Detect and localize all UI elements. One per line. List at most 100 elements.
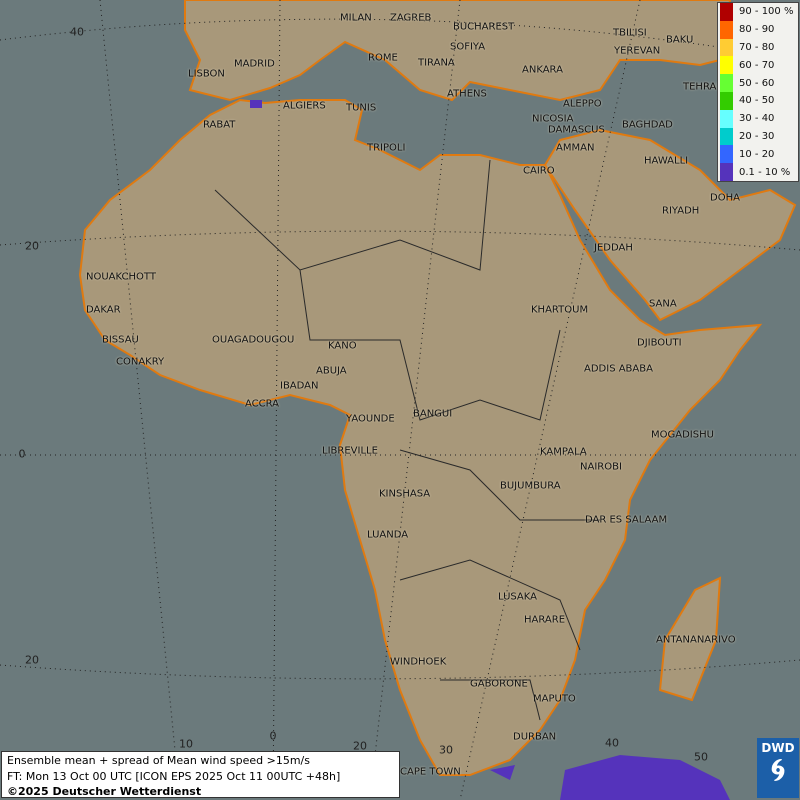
city-label: SOFIYA — [450, 41, 486, 53]
city-label: MAPUTO — [533, 693, 576, 705]
city-label: BUCHAREST — [453, 21, 515, 33]
city-label: TEHRAN — [683, 81, 724, 93]
legend-label: 80 - 90 — [739, 24, 775, 36]
city-label: RABAT — [203, 119, 236, 131]
legend-item: 20 - 30 — [718, 127, 798, 146]
city-label: YEREVAN — [614, 45, 661, 57]
city-label: KHARTOUM — [531, 304, 589, 316]
city-label: KANO — [328, 340, 357, 352]
city-label: ANKARA — [522, 64, 563, 76]
city-label: LUANDA — [367, 529, 409, 541]
legend-label: 0.1 - 10 % — [739, 166, 791, 178]
city-label: ANTANANARIVO — [656, 634, 736, 646]
longitude-label: 40 — [605, 736, 619, 750]
city-label: LIBREVILLE — [322, 445, 378, 457]
city-label: ABUJA — [316, 365, 347, 377]
city-label: JEDDAH — [594, 242, 633, 254]
legend-swatch — [720, 3, 733, 21]
city-label: CAIRO — [523, 165, 555, 177]
city-label: TBILISI — [613, 27, 647, 39]
info-box: Ensemble mean + spread of Mean wind spee… — [1, 751, 400, 798]
city-label: CAPE TOWN — [400, 766, 461, 778]
city-label: BAKU — [666, 34, 694, 46]
legend-swatch — [720, 74, 733, 92]
city-label: TIRANA — [418, 57, 455, 69]
longitude-label: 0 — [269, 729, 277, 743]
city-label: TUNIS — [346, 102, 377, 114]
legend-label: 10 - 20 — [739, 148, 775, 160]
city-label: LISBON — [188, 68, 225, 80]
city-label: LUSAKA — [498, 591, 537, 603]
city-label: HARARE — [524, 614, 566, 626]
legend-item: 0.1 - 10 % — [718, 163, 798, 181]
city-label: HAWALLI — [644, 155, 689, 167]
latitude-label: 20 — [25, 653, 39, 667]
city-label: WINDHOEK — [390, 656, 447, 668]
city-label: DJIBOUTI — [637, 337, 682, 349]
latitude-label: 20 — [25, 239, 39, 253]
legend-item: 30 - 40 — [718, 109, 798, 128]
city-label: AMMAN — [556, 142, 595, 154]
product-title: Ensemble mean + spread of Mean wind spee… — [7, 754, 310, 767]
city-label: YAOUNDE — [346, 413, 395, 425]
latitude-label: 40 — [70, 25, 84, 39]
dwd-logo[interactable]: DWD 🌀︎ — [757, 738, 799, 798]
city-label: NICOSIA — [532, 113, 574, 125]
city-label: ATHENS — [447, 88, 487, 100]
city-label: DOHA — [710, 192, 740, 204]
city-label: ZAGREB — [390, 12, 432, 24]
legend-label: 20 - 30 — [739, 130, 775, 142]
legend-swatch — [720, 20, 733, 39]
longitude-label: 10 — [179, 737, 193, 751]
city-label: BUJUMBURA — [500, 480, 561, 492]
legend-item: 50 - 60 — [718, 74, 798, 92]
legend-item: 60 - 70 — [718, 56, 798, 75]
city-label: ALEPPO — [563, 98, 602, 110]
arabia-landmass — [543, 128, 797, 322]
city-label: KINSHASA — [379, 488, 431, 500]
legend-item: 90 - 100 % — [718, 3, 798, 21]
city-label: NOUAKCHOTT — [86, 271, 156, 283]
city-label: ADDIS ABABA — [584, 363, 653, 375]
europe-landmass — [184, 0, 732, 102]
city-label: GABORONE — [470, 678, 528, 690]
legend-swatch — [720, 109, 733, 128]
legend-swatch — [720, 91, 733, 110]
city-label: DAKAR — [86, 304, 121, 316]
legend-swatch — [720, 127, 733, 146]
longitude-label: 30 — [439, 743, 453, 757]
legend-swatch — [720, 38, 733, 57]
city-label: MADRID — [234, 58, 275, 70]
legend-swatch — [720, 163, 733, 181]
city-label: BAGHDAD — [622, 119, 673, 131]
city-label: ROME — [368, 52, 398, 64]
latitude-label: 0 — [18, 447, 26, 461]
city-label: NAIROBI — [580, 461, 622, 473]
city-label: ALGIERS — [283, 100, 326, 112]
legend-label: 50 - 60 — [739, 77, 775, 89]
legend: 90 - 100 % 80 - 90 70 - 80 60 - 70 50 - 60 40… — [717, 2, 799, 182]
city-label: ACCRA — [245, 398, 280, 410]
city-label: DAR ES SALAAM — [585, 514, 668, 526]
logo-text: DWD — [761, 741, 795, 755]
legend-item: 40 - 50 — [718, 91, 798, 110]
forecast-time: FT: Mon 13 Oct 00 UTC [ICON EPS 2025 Oct… — [7, 769, 341, 783]
legend-label: 60 - 70 — [739, 59, 775, 71]
city-label: RIYADH — [662, 205, 700, 217]
legend-label: 90 - 100 % — [739, 6, 794, 18]
copyright: ©2025 Deutscher Wetterdienst — [7, 784, 399, 800]
copyright-text: ©2025 Deutscher Wetterdienst — [7, 785, 202, 798]
city-label: SANA — [649, 298, 677, 310]
city-label: TRIPOLI — [367, 142, 406, 154]
city-label: OUAGADOUGOU — [212, 334, 295, 346]
africa-landmass — [78, 98, 763, 776]
city-label: MILAN — [340, 12, 372, 24]
legend-item: 80 - 90 — [718, 20, 798, 39]
legend-label: 30 - 40 — [739, 113, 775, 125]
wind-probability-area — [560, 755, 730, 800]
longitude-label: 50 — [694, 750, 708, 764]
legend-swatch — [720, 56, 733, 75]
city-label: IBADAN — [280, 380, 319, 392]
legend-label: 40 - 50 — [739, 95, 775, 107]
